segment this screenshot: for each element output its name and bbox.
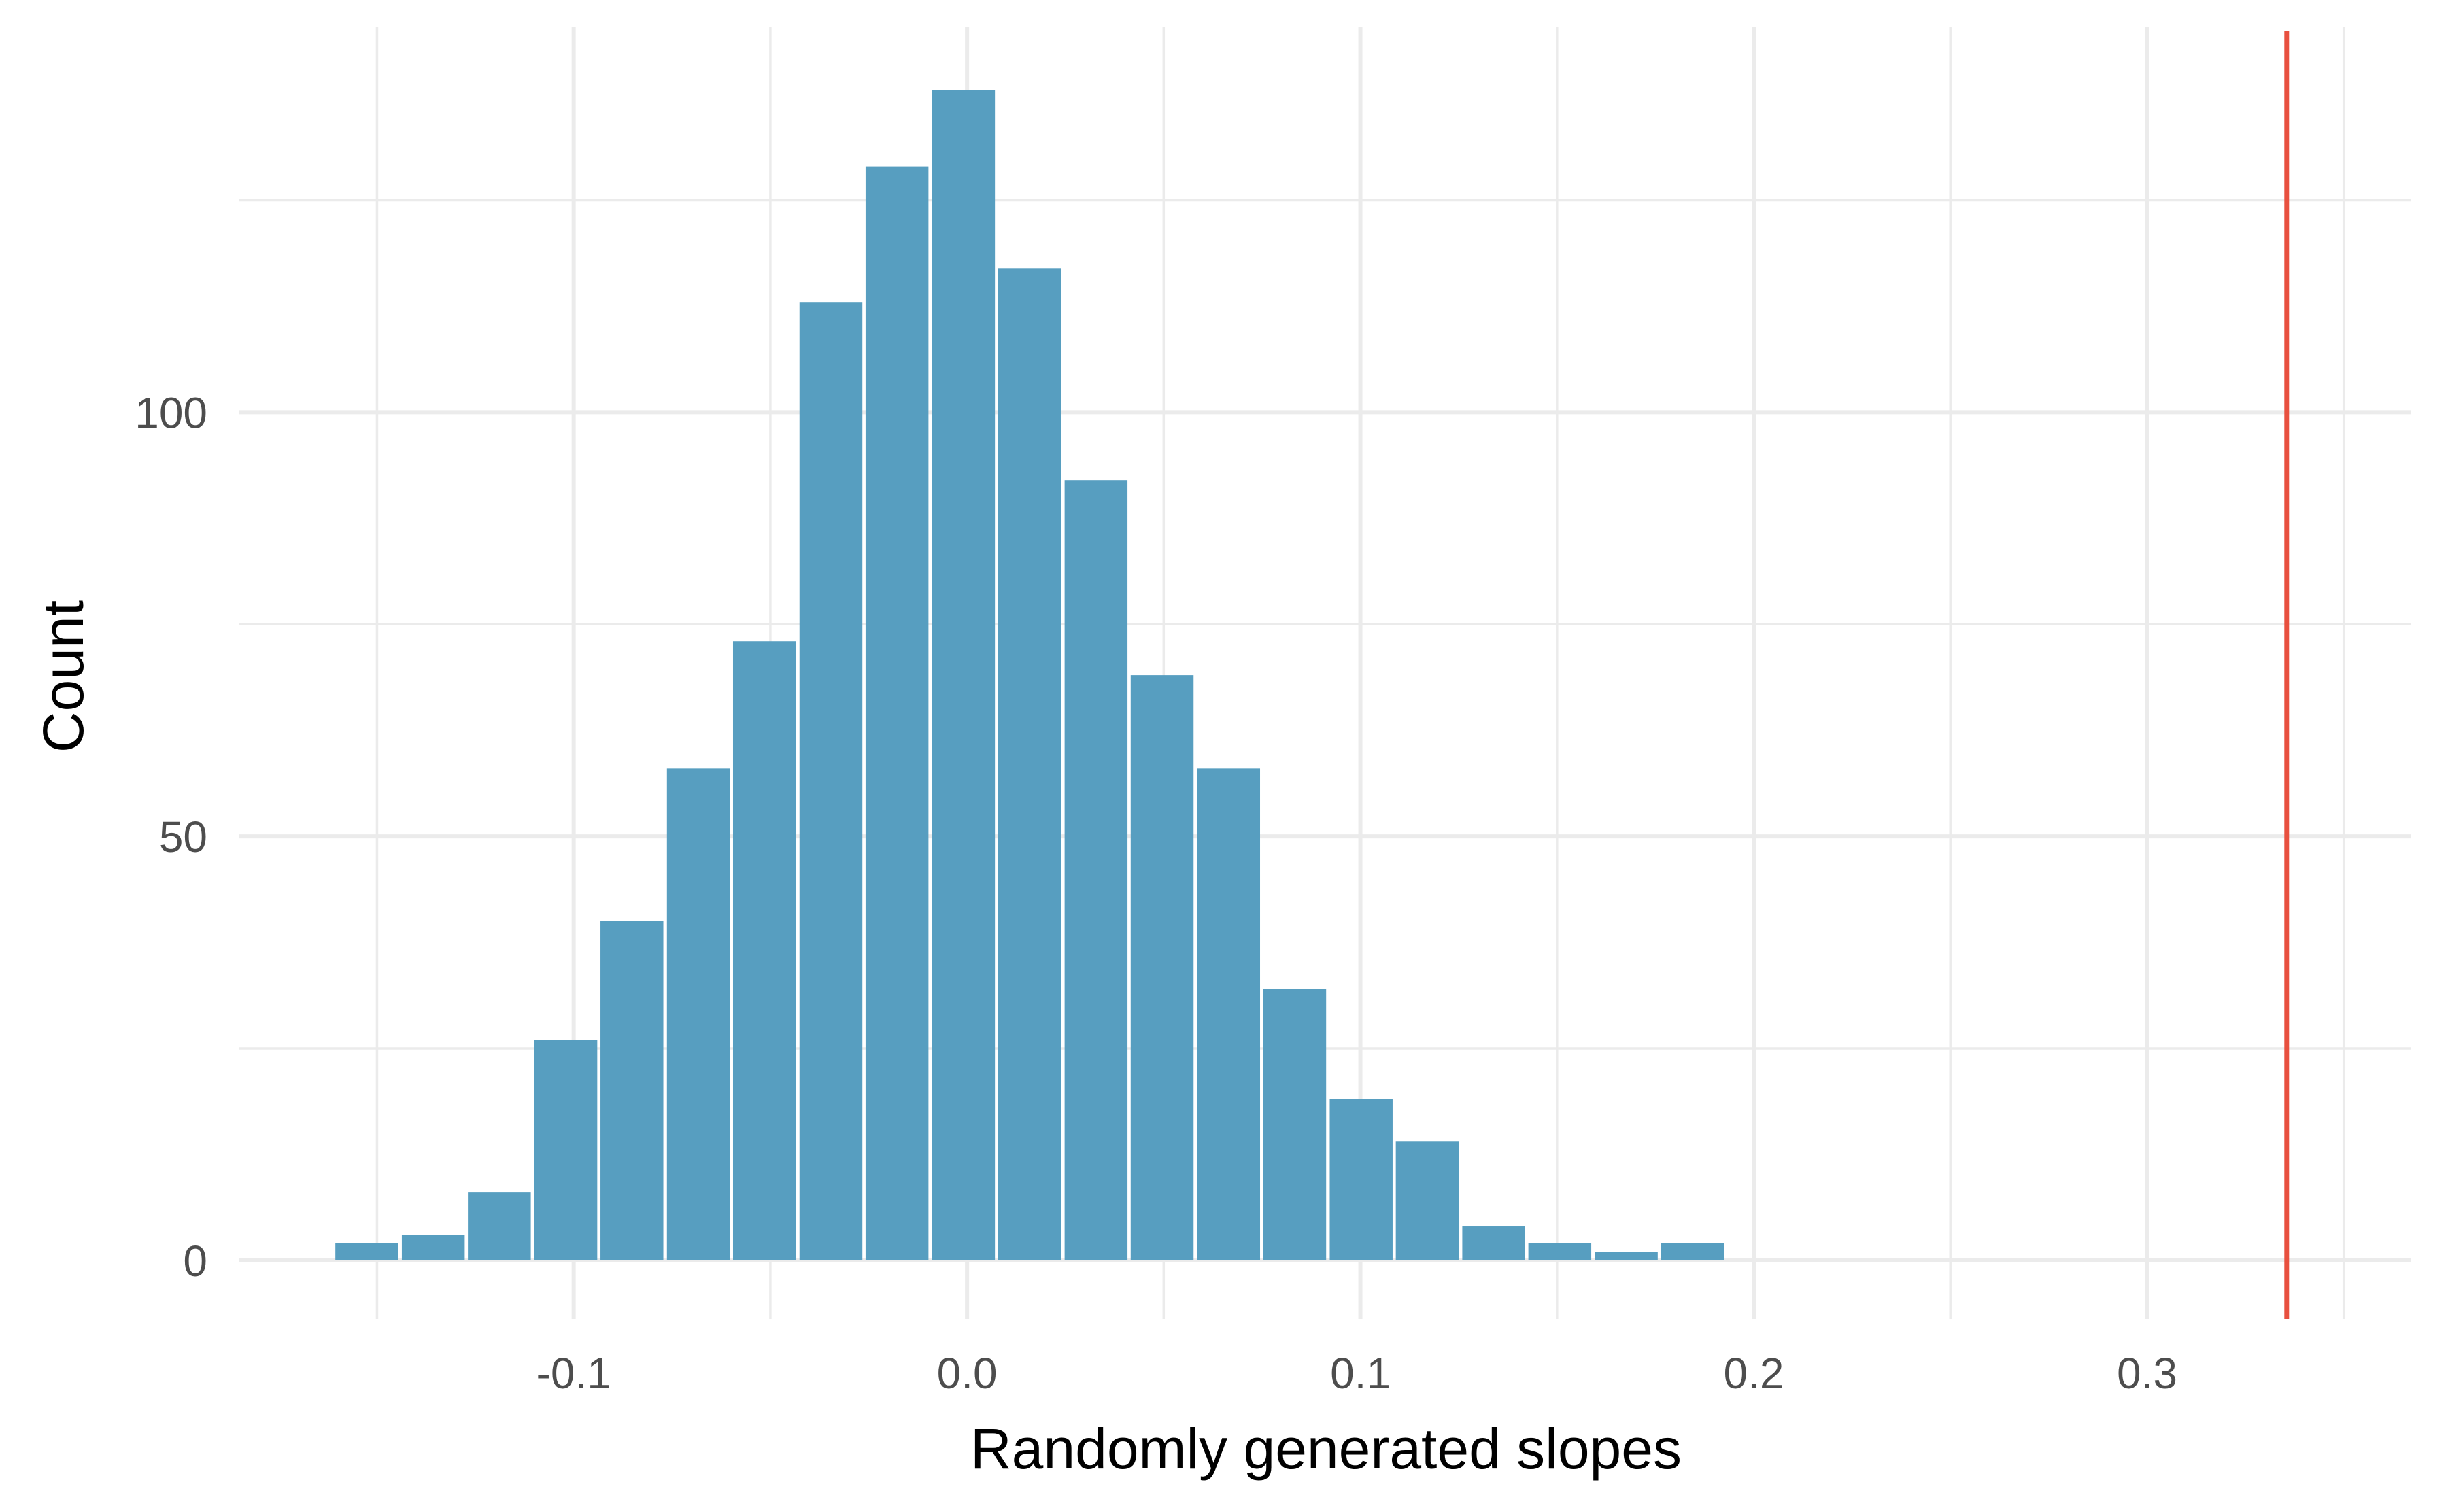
y-tick-label-2: 100 xyxy=(135,388,207,437)
x-tick-label-3: 0.2 xyxy=(1724,1349,1784,1398)
x-tick-label-4: 0.3 xyxy=(2117,1349,2177,1398)
histogram-bar-9 xyxy=(932,90,996,1260)
histogram-bar-10 xyxy=(998,268,1061,1260)
histogram-bar-4 xyxy=(600,921,664,1260)
y-axis-title: Count xyxy=(31,600,95,753)
histogram-bar-8 xyxy=(865,166,929,1260)
histogram-bar-18 xyxy=(1528,1243,1592,1260)
histogram-bars xyxy=(335,90,1724,1260)
y-tick-label-0: 0 xyxy=(183,1237,207,1286)
histogram-bar-11 xyxy=(1064,480,1128,1260)
y-tick-label-1: 50 xyxy=(159,812,207,861)
histogram-bar-1 xyxy=(401,1235,465,1260)
y-axis-ticks: 0 50 100 xyxy=(135,388,207,1286)
histogram-bar-20 xyxy=(1661,1243,1724,1260)
histogram-bar-15 xyxy=(1329,1099,1393,1260)
histogram-bar-7 xyxy=(799,302,863,1260)
histogram-bar-0 xyxy=(335,1243,398,1260)
x-axis-title: Randomly generated slopes xyxy=(970,1417,1682,1481)
histogram-bar-5 xyxy=(666,768,730,1260)
histogram-bar-19 xyxy=(1595,1252,1658,1260)
x-tick-label-2: 0.1 xyxy=(1330,1349,1391,1398)
x-tick-label-0: -0.1 xyxy=(537,1349,611,1398)
histogram-bar-16 xyxy=(1395,1141,1459,1260)
histogram-bar-17 xyxy=(1462,1226,1525,1260)
histogram-bar-14 xyxy=(1263,989,1327,1260)
x-tick-label-1: 0.0 xyxy=(937,1349,998,1398)
histogram-bar-3 xyxy=(534,1040,598,1260)
histogram-bar-2 xyxy=(468,1192,531,1260)
histogram-bar-12 xyxy=(1130,675,1194,1260)
histogram-bar-13 xyxy=(1197,768,1261,1260)
x-axis-ticks: -0.1 0.0 0.1 0.2 0.3 xyxy=(537,1349,2177,1398)
histogram-bar-6 xyxy=(732,641,796,1260)
